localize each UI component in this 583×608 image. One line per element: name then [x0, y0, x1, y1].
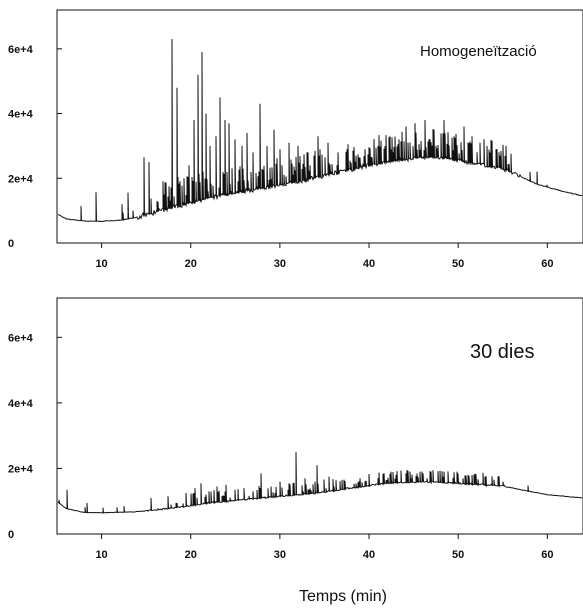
chromatogram-trace	[57, 452, 583, 514]
chromatogram-panel-homogenization: 0 2e+4 4e+4 6e+4 10 20 30 40 50 60 Homogeneïtzac…	[8, 9, 583, 270]
plot-frame	[56, 9, 583, 244]
panel-annotation: Homogeneïtzació	[420, 43, 537, 60]
x-tick-label: 10	[95, 549, 107, 561]
y-axis-ticks: 0 2e+4 4e+4 6e+4	[8, 332, 62, 541]
x-axis-title: Temps (min)	[299, 588, 387, 605]
y-tick-label: 2e+4	[8, 463, 34, 475]
x-tick-label: 20	[185, 549, 197, 561]
y-tick-label: 4e+4	[8, 109, 34, 121]
x-axis-ticks: 10 20 30 40 50 60	[95, 243, 553, 270]
y-tick-label: 6e+4	[8, 332, 34, 344]
x-tick-label: 30	[274, 258, 286, 270]
x-tick-label: 50	[452, 258, 464, 270]
x-tick-label: 60	[541, 549, 553, 561]
y-tick-label: 2e+4	[8, 173, 34, 185]
y-tick-label: 0	[8, 529, 14, 541]
x-tick-label: 30	[274, 549, 286, 561]
panel-annotation: 30 dies	[470, 341, 535, 363]
x-axis-ticks: 10 20 30 40 50 60	[95, 534, 553, 561]
chromatogram-trace	[57, 39, 583, 223]
chromatogram-panel-30-days: 0 2e+4 4e+4 6e+4 10 20 30 40 50 60 30 dies	[8, 297, 583, 561]
y-axis-ticks: 0 2e+4 4e+4 6e+4	[8, 44, 62, 250]
x-tick-label: 60	[541, 258, 553, 270]
plot-frame	[56, 297, 583, 535]
x-tick-label: 40	[363, 258, 375, 270]
x-tick-label: 10	[95, 258, 107, 270]
y-tick-label: 6e+4	[8, 44, 34, 56]
x-tick-label: 40	[363, 549, 375, 561]
y-tick-label: 0	[8, 238, 14, 250]
x-tick-label: 20	[185, 258, 197, 270]
x-tick-label: 50	[452, 549, 464, 561]
y-tick-label: 4e+4	[8, 398, 34, 410]
